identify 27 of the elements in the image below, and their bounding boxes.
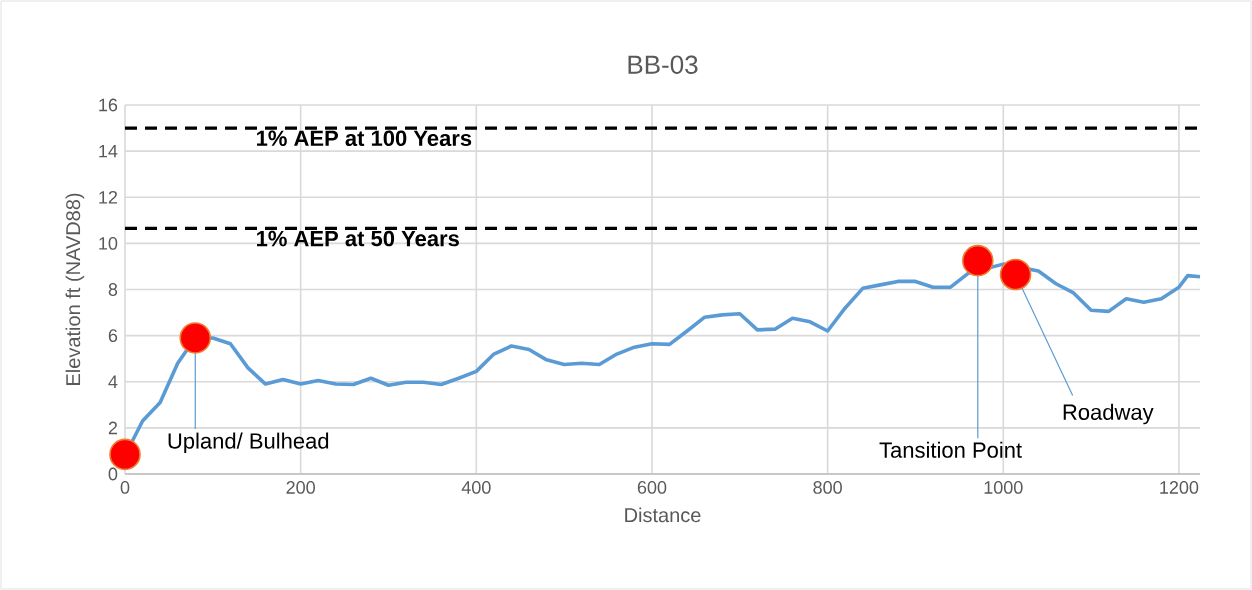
y-tick-label: 12 <box>99 190 118 204</box>
x-axis-title: Distance <box>625 507 701 523</box>
y-tick-label: 10 <box>99 236 118 250</box>
point <box>999 258 1032 291</box>
x-tick-label: 400 <box>461 481 491 494</box>
x-tick-label: 800 <box>813 481 842 494</box>
y-tick-label: 14 <box>99 144 118 158</box>
ref-line-label: 1% AEP at 50 Years <box>257 230 459 247</box>
x-tick-label: 0 <box>120 481 130 494</box>
annotation: Upland/ Bulhead <box>168 432 329 454</box>
annotation: Roadway <box>1063 403 1154 425</box>
y-tick-label: 2 <box>108 421 118 435</box>
chart-title: BB-03 <box>628 55 698 74</box>
x-tick-label: 200 <box>286 481 315 494</box>
y-tick-label: 6 <box>108 329 118 343</box>
y-tick-label: 4 <box>108 375 118 388</box>
annotation: Tansition Point <box>879 441 1022 458</box>
ref-line-label: 1% AEP at 100 Years <box>257 130 472 147</box>
y-axis-title: Elevation ft (NAVD88) <box>65 193 85 385</box>
y-tick-label: 0 <box>108 467 118 481</box>
x-tick-label: 1200 <box>1160 481 1199 494</box>
point <box>962 244 994 277</box>
y-tick-label: 8 <box>108 283 118 296</box>
point <box>179 322 212 354</box>
x-tick-label: 1000 <box>984 481 1023 494</box>
y-tick-label: 16 <box>99 98 118 112</box>
x-tick-label: 600 <box>637 481 667 494</box>
